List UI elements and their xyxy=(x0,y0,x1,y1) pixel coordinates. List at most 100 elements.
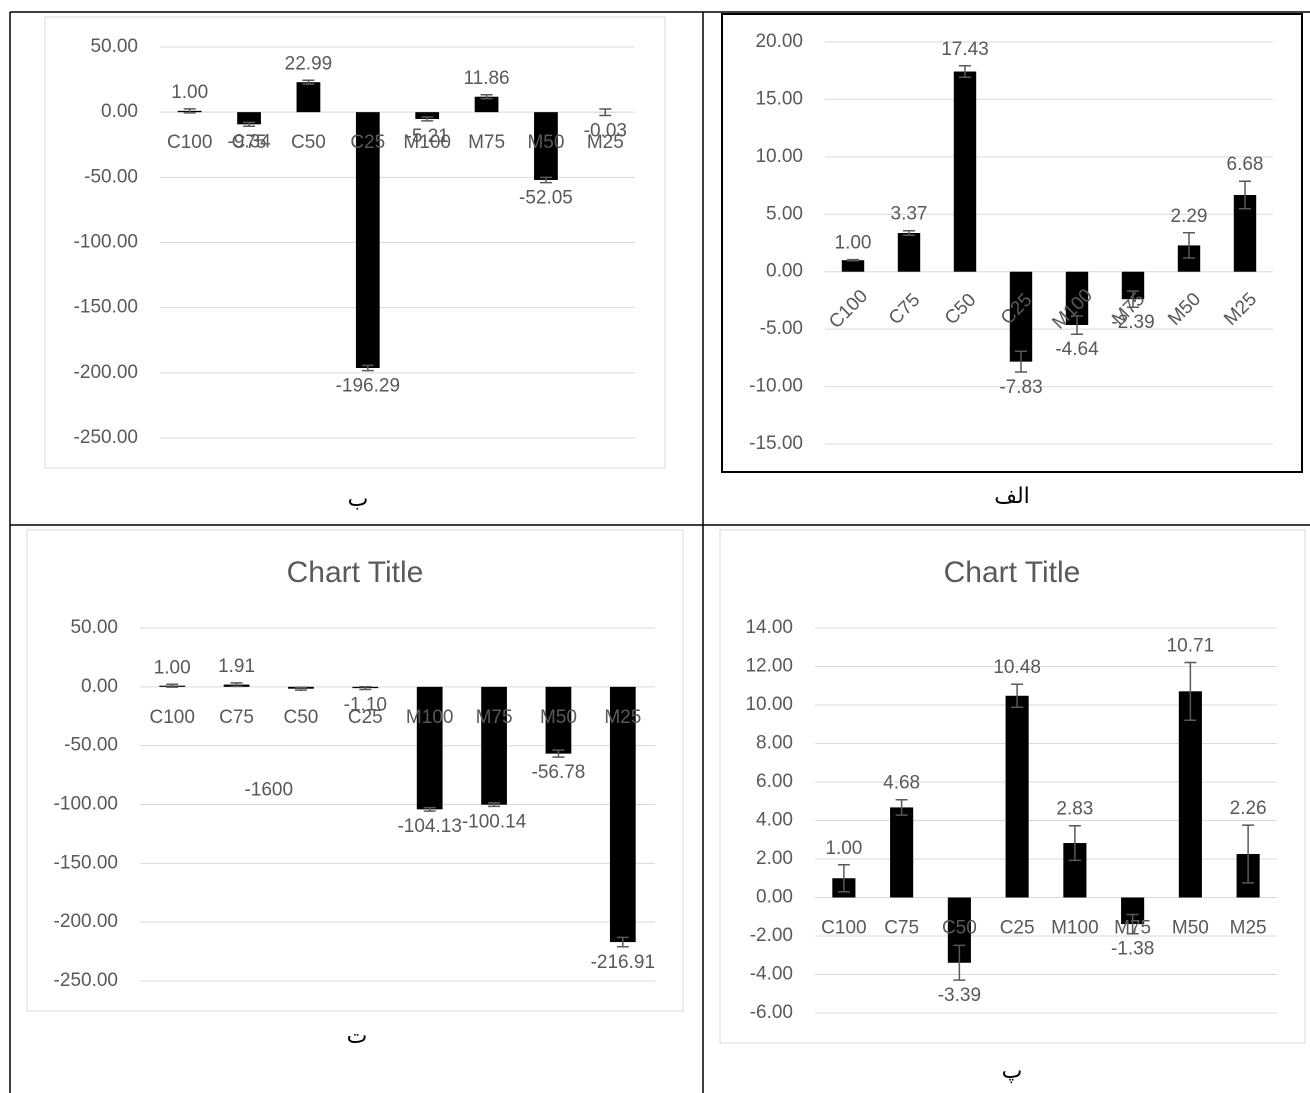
chart-frame xyxy=(44,16,666,469)
bar xyxy=(474,96,499,113)
chart-frame xyxy=(719,529,1306,1044)
y-tick-label: -200.00 xyxy=(74,362,138,383)
data-label: 10.48 xyxy=(993,657,1041,678)
data-label: 2.29 xyxy=(1171,206,1208,227)
x-tick-label: C25 xyxy=(1000,918,1035,939)
error-bar xyxy=(488,802,501,808)
y-tick-label: -15.00 xyxy=(749,433,803,454)
y-tick-label: 10.00 xyxy=(755,146,803,167)
error-bar xyxy=(243,121,256,128)
error-bar xyxy=(1184,661,1197,721)
caption: پ xyxy=(1002,1059,1023,1084)
error-bar xyxy=(599,108,612,117)
chart-frame xyxy=(721,13,1303,473)
data-label: 11.86 xyxy=(463,68,509,89)
chart-title: Chart Title xyxy=(944,556,1081,589)
x-tick-label: C100 xyxy=(149,707,194,728)
data-label: 10.71 xyxy=(1167,635,1215,656)
x-tick-label: C100 xyxy=(821,918,866,939)
data-label: 6.68 xyxy=(1227,154,1264,175)
caption: ت xyxy=(347,1024,368,1049)
data-label: -104.13 xyxy=(397,816,461,837)
data-label: 1.00 xyxy=(835,233,872,254)
error-bar xyxy=(552,749,565,758)
y-tick-label: -50.00 xyxy=(84,166,138,187)
error-bar xyxy=(423,806,436,812)
x-tick-label: C75 xyxy=(885,290,924,329)
error-bar xyxy=(1015,350,1027,373)
y-tick-label: -200.00 xyxy=(54,911,118,932)
data-label: 2.26 xyxy=(1230,798,1267,819)
bar xyxy=(1005,695,1029,898)
data-label: 1.91 xyxy=(218,656,255,677)
x-tick-label: M100 xyxy=(403,132,451,153)
data-label: -0.03 xyxy=(584,120,627,141)
y-tick-label: 12.00 xyxy=(745,656,793,677)
bar xyxy=(1009,271,1033,362)
x-tick-label: C50 xyxy=(941,290,980,329)
x-tick-label: C100 xyxy=(825,286,872,333)
y-tick-label: 20.00 xyxy=(755,31,803,52)
data-label: -52.05 xyxy=(519,188,573,209)
chart-frame xyxy=(26,529,684,1012)
x-tick-label: M75 xyxy=(476,707,513,728)
bar xyxy=(534,112,558,181)
data-label: -5.21 xyxy=(406,126,449,147)
y-tick-label: 0.00 xyxy=(81,676,118,697)
bar xyxy=(481,686,507,805)
error-bar xyxy=(480,94,493,100)
y-tick-label: 4.00 xyxy=(756,810,793,831)
data-label: -100.14 xyxy=(462,811,527,832)
error-bar xyxy=(302,79,315,85)
y-tick-label: 0.00 xyxy=(756,887,793,908)
error-bar xyxy=(903,229,915,237)
y-tick-label: -100.00 xyxy=(54,794,118,815)
bar xyxy=(296,82,321,113)
bar xyxy=(415,112,440,119)
y-tick-label: -4.00 xyxy=(750,964,793,985)
error-bar xyxy=(953,944,966,981)
error-bar xyxy=(1127,290,1139,308)
table-borders xyxy=(9,11,1310,1093)
y-tick-label: -150.00 xyxy=(74,297,138,318)
data-label: -1.10 xyxy=(344,695,387,716)
error-bar xyxy=(1126,913,1139,935)
error-bar xyxy=(837,864,850,893)
bar xyxy=(1121,271,1145,300)
error-bar xyxy=(294,686,307,691)
bar xyxy=(1233,194,1257,272)
error-bar xyxy=(1068,824,1081,862)
bar xyxy=(1065,271,1089,326)
data-label: 4.68 xyxy=(883,773,920,794)
data-label: 2.83 xyxy=(1056,799,1093,820)
error-bar xyxy=(1239,180,1251,210)
error-bar xyxy=(1071,315,1083,335)
error-bar xyxy=(1242,824,1255,884)
error-bar xyxy=(895,798,908,816)
x-tick-label: M25 xyxy=(1230,918,1267,939)
data-label: -9.34 xyxy=(227,131,271,152)
x-tick-label: C75 xyxy=(232,132,267,153)
bar xyxy=(1121,897,1145,925)
data-label: -1.38 xyxy=(1111,939,1154,960)
data-label: -3.39 xyxy=(938,985,981,1006)
caption: الف xyxy=(994,484,1030,509)
y-tick-label: -250.00 xyxy=(74,427,138,448)
y-tick-label: 0.00 xyxy=(766,261,803,282)
caption: ب xyxy=(348,487,369,512)
chart-title: Chart Title xyxy=(287,556,424,589)
x-tick-label: M50 xyxy=(1164,289,1205,330)
error-bar xyxy=(847,258,859,262)
x-tick-label: M25 xyxy=(604,707,641,728)
bar xyxy=(1063,843,1087,898)
bar xyxy=(609,686,636,943)
annotation: -1600 xyxy=(244,780,293,801)
error-bar xyxy=(166,683,179,688)
x-tick-label: M50 xyxy=(540,707,577,728)
error-bar xyxy=(959,65,971,79)
bar xyxy=(237,112,261,125)
error-bar xyxy=(361,364,374,372)
bar xyxy=(416,686,443,810)
y-tick-label: -150.00 xyxy=(54,852,118,873)
